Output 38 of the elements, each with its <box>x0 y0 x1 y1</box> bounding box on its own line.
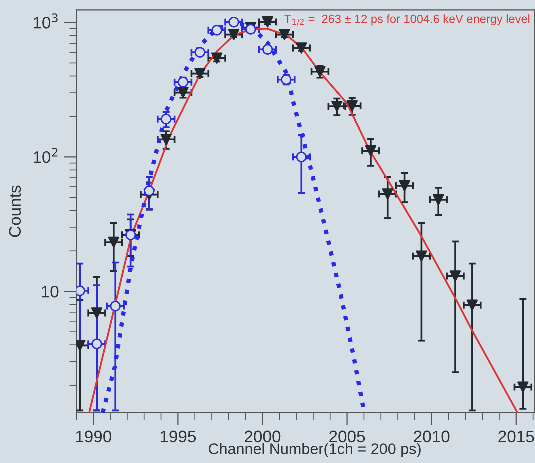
point <box>110 300 121 312</box>
point <box>160 114 172 125</box>
x-tick-label: 1990 <box>76 430 112 443</box>
y-tick-label: 10$^{2}$ <box>34 148 58 164</box>
y-tick-label: 10$^{3}$ <box>34 14 58 29</box>
annotation: T$_{1/2}$ = 263 ± 12 ps for 1004.6 keV energy level <box>284 14 530 26</box>
point <box>144 186 155 196</box>
point <box>160 134 172 146</box>
point <box>212 25 222 36</box>
x-axis-title: Channel Number(1ch = 200 ps) <box>209 443 421 458</box>
point <box>433 194 444 206</box>
point <box>108 236 120 248</box>
point <box>518 382 529 393</box>
point <box>450 270 462 282</box>
point <box>416 250 428 262</box>
point <box>382 188 394 200</box>
point <box>399 180 410 192</box>
y-tick-label: 10 <box>42 286 59 298</box>
point <box>262 44 274 55</box>
x-tick-label: 2010 <box>414 430 450 443</box>
point <box>296 42 308 54</box>
point <box>228 16 240 28</box>
point <box>228 29 240 40</box>
point <box>296 152 307 163</box>
x-tick-label: 2005 <box>330 430 366 443</box>
y-axis-title: Counts <box>9 186 22 238</box>
point <box>194 47 206 58</box>
point <box>262 16 274 28</box>
point <box>211 52 223 64</box>
x-tick-label: 2015 <box>498 430 534 443</box>
point <box>365 145 377 157</box>
point <box>279 29 290 40</box>
point <box>92 338 102 350</box>
x-tick-label: 2000 <box>245 430 281 443</box>
point <box>91 308 103 319</box>
point <box>466 300 478 311</box>
point <box>194 68 206 80</box>
x-tick-label: 1995 <box>160 430 196 443</box>
